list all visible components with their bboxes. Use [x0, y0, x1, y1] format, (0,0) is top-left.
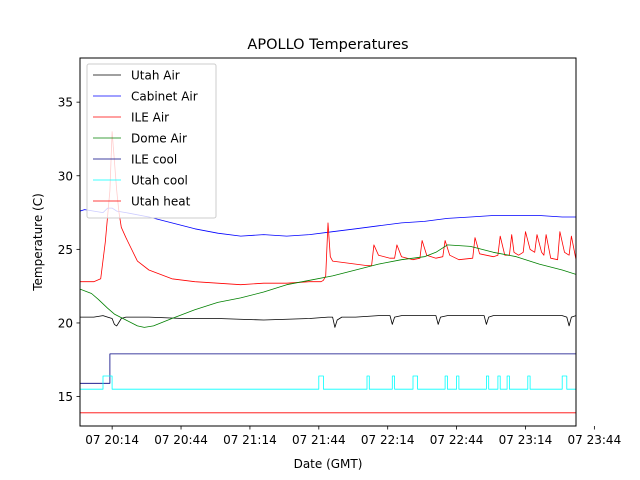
y-tick-label: 30 — [58, 169, 73, 183]
legend-label-utah-cool: Utah cool — [131, 174, 188, 188]
series-line-dome-air — [80, 244, 576, 328]
plot-frame — [79, 57, 577, 427]
y-tick-label: 20 — [58, 316, 73, 330]
x-tick-label: 07 22:14 — [361, 433, 415, 447]
series-line-utah-cool — [80, 375, 576, 390]
x-axis: 07 20:14 07 20:44 07 21:14 07 21:44 07 22:14… — [85, 426, 621, 447]
legend-frame — [86, 63, 217, 219]
chart-title: APOLLO Temperatures — [247, 37, 408, 53]
y-axis: 15 20 25 30 35 — [58, 96, 80, 404]
series-line-ile-air — [80, 131, 576, 286]
series-line-ile-cool — [80, 353, 576, 384]
y-tick-label: 25 — [58, 243, 73, 257]
x-tick-label: 07 23:14 — [499, 433, 553, 447]
legend-label-ile-air: ILE Air — [131, 111, 169, 125]
legend-label-utah-air: Utah Air — [131, 69, 180, 83]
x-tick-label: 07 21:44 — [292, 433, 346, 447]
legend-label-utah-heat: Utah heat — [131, 195, 191, 209]
legend-label-dome-air: Dome Air — [131, 132, 187, 146]
y-tick-label: 15 — [58, 390, 73, 404]
x-tick-label: 07 20:44 — [154, 433, 208, 447]
legend-label-cabinet-air: Cabinet Air — [131, 90, 198, 104]
y-tick-label: 35 — [58, 96, 73, 110]
x-tick-label: 07 21:14 — [223, 433, 277, 447]
y-axis-label: Temperature (C) — [31, 193, 45, 292]
legend: Utah Air Cabinet Air ILE Air Dome Air ILE co… — [86, 63, 217, 219]
x-tick-label: 07 22:44 — [430, 433, 484, 447]
series-line-utah-air — [80, 315, 576, 328]
x-tick-label: 07 23:44 — [568, 433, 622, 447]
legend-label-ile-cool: ILE cool — [131, 153, 177, 167]
x-axis-label: Date (GMT) — [294, 457, 363, 471]
x-tick-label: 07 20:14 — [85, 433, 139, 447]
